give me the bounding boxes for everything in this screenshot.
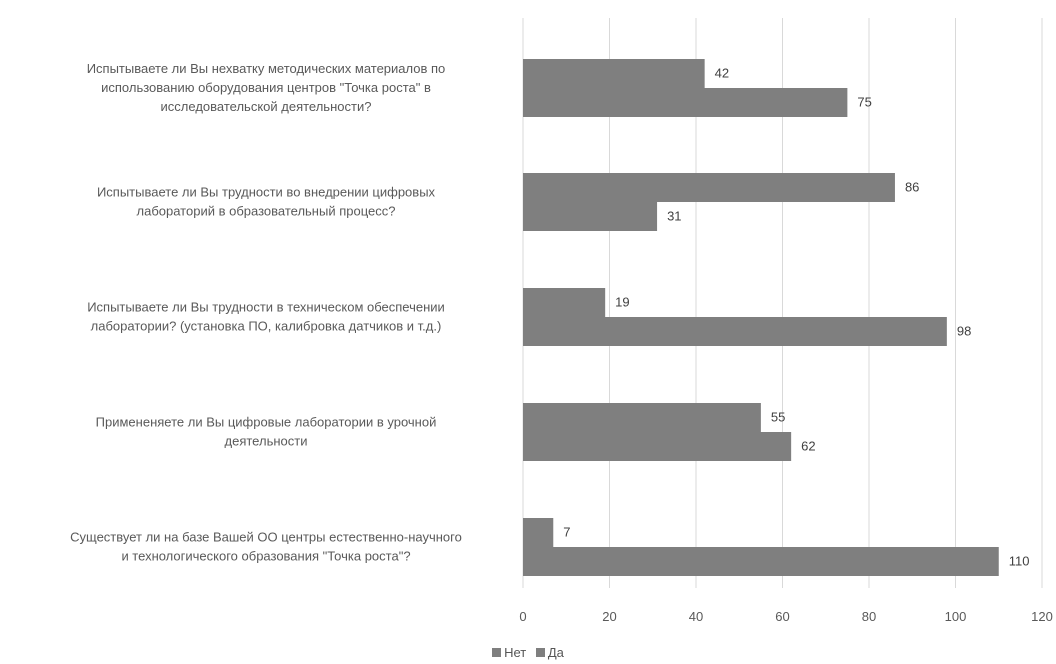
legend-swatch xyxy=(492,648,502,657)
legend: Нет Да xyxy=(0,645,1056,660)
bars xyxy=(523,59,999,576)
bar xyxy=(523,173,895,202)
value-label: 110 xyxy=(1009,554,1030,569)
value-label: 31 xyxy=(667,209,681,224)
value-label: 75 xyxy=(857,95,871,110)
legend-label: Да xyxy=(547,645,564,660)
tick-labels: 0 20 40 60 80 100 120 xyxy=(519,609,1052,624)
bar xyxy=(523,288,606,317)
bar xyxy=(523,432,792,461)
category-label: Испытываете ли Вы трудности в техническо… xyxy=(87,300,445,315)
legend-label: Нет xyxy=(504,645,527,660)
value-label: 19 xyxy=(615,295,629,310)
legend-item-da: Да xyxy=(535,645,564,660)
tick-label: 40 xyxy=(689,609,703,624)
bar xyxy=(523,88,848,117)
tick-label: 80 xyxy=(862,609,876,624)
legend-item-net: Нет xyxy=(492,645,526,660)
bar xyxy=(523,547,999,576)
value-label: 98 xyxy=(957,324,971,339)
bar xyxy=(523,403,761,432)
tick-label: 0 xyxy=(519,609,526,624)
category-label: Испытываете ли Вы трудности во внедрении… xyxy=(97,185,436,200)
value-label: 86 xyxy=(905,180,919,195)
value-label: 7 xyxy=(563,525,570,540)
value-label: 62 xyxy=(801,439,815,454)
legend-swatch xyxy=(535,648,545,657)
bar xyxy=(523,518,554,547)
category-label: и технологического образования "Точка ро… xyxy=(121,549,410,564)
value-label: 55 xyxy=(771,410,785,425)
category-label: лабораторий в образовательный процесс? xyxy=(137,204,396,219)
tick-label: 120 xyxy=(1031,609,1053,624)
category-label: исследовательской деятельности? xyxy=(161,99,372,114)
category-label: Испытываете ли Вы нехватку методических … xyxy=(87,61,446,76)
tick-label: 100 xyxy=(945,609,967,624)
category-label: Существует ли на базе Вашей ОО центры ес… xyxy=(70,530,462,545)
bar xyxy=(523,202,658,231)
bar xyxy=(523,317,947,346)
category-label: лаборатории? (установка ПО, калибровка д… xyxy=(91,319,442,334)
category-label: деятельности xyxy=(225,434,308,449)
value-label: 42 xyxy=(715,66,729,81)
category-labels: Испытываете ли Вы нехватку методических … xyxy=(70,61,462,564)
category-label: Примененяете ли Вы цифровые лаборатории … xyxy=(96,415,437,430)
bar xyxy=(523,59,705,88)
tick-label: 20 xyxy=(602,609,616,624)
value-labels: 42 75 86 31 19 98 55 62 7 110 xyxy=(563,66,1029,569)
category-label: использованию оборудования центров "Точк… xyxy=(101,80,431,95)
tick-label: 60 xyxy=(775,609,789,624)
